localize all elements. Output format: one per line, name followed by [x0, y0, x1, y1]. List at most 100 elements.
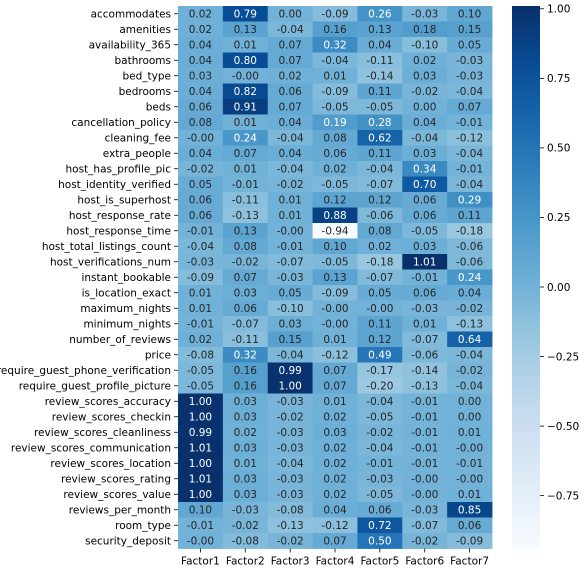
heatmap-cell [267, 393, 313, 410]
row-label: cleaning_fee [105, 133, 171, 145]
heatmap-cell [402, 192, 448, 208]
cell-value-label: 0.10 [458, 9, 481, 21]
cell-value-label: -0.00 [456, 474, 483, 486]
heatmap-cell [402, 68, 448, 84]
row-label: availability_365 [89, 40, 171, 52]
cell-value-label: 0.07 [234, 148, 257, 160]
cell-value-label: -0.02 [411, 536, 438, 548]
heatmap-cells: 0.02 0.79 0.00 -0.09 0.26 -0.03 0.10 0.02 0.13 -0… [178, 6, 493, 549]
cell-value-label: 0.01 [189, 303, 212, 315]
heatmap-cell [267, 254, 313, 270]
heatmap-cell [222, 238, 269, 255]
cell-value-label: 0.05 [368, 288, 391, 300]
cell-value-label: -0.07 [366, 179, 393, 191]
cell-value-label: 0.01 [278, 195, 301, 207]
cell-value-label: 0.06 [323, 148, 347, 160]
cell-value-label: 0.06 [413, 195, 437, 207]
cell-value-label: 0.04 [413, 117, 437, 129]
cell-value-label: 1.00 [189, 458, 212, 470]
heatmap-cell [222, 502, 269, 518]
cell-value-label: 0.29 [458, 195, 481, 207]
cell-value-label: 1.01 [413, 257, 436, 269]
heatmap-cell [402, 176, 448, 193]
heatmap-cell [178, 161, 224, 177]
cell-value-label: 0.06 [278, 86, 302, 98]
row-label: host_is_superhost [77, 195, 171, 207]
cell-value-label: 0.79 [234, 9, 257, 21]
cell-value-label: -0.11 [232, 195, 259, 207]
heatmap-cell [267, 238, 313, 255]
heatmap-cell [222, 347, 269, 363]
heatmap-cell [178, 517, 224, 534]
cell-value-label: -0.04 [187, 241, 214, 253]
cell-value-label: 0.05 [458, 40, 481, 52]
heatmap-cell [357, 440, 403, 456]
cell-value-label: 0.12 [368, 195, 391, 207]
cell-value-label: 0.02 [189, 334, 212, 346]
cell-value-label: -0.02 [187, 164, 214, 176]
cell-value-label: -0.03 [277, 489, 304, 501]
cell-value-label: 0.16 [234, 365, 258, 377]
row-label: room_type [115, 520, 171, 532]
cell-value-label: 0.01 [323, 396, 346, 408]
heatmap-cell [222, 176, 269, 193]
row-label: beds [146, 102, 171, 114]
heatmap-cell [222, 300, 269, 317]
heatmap-cell [357, 99, 403, 115]
cell-value-label: -0.02 [456, 303, 483, 315]
cell-value-label: 0.01 [323, 334, 346, 346]
heatmap-cell [267, 161, 313, 177]
heatmap-cell [178, 114, 224, 131]
heatmap-cell [312, 6, 358, 22]
cell-value-label: 1.00 [189, 412, 212, 424]
cell-value-label: 0.03 [234, 489, 257, 501]
cell-value-label: -0.00 [187, 133, 214, 145]
cell-value-label: 0.06 [413, 210, 437, 222]
cell-value-label: 0.06 [189, 210, 213, 222]
cell-value-label: -0.00 [411, 489, 438, 501]
cell-value-label: -0.01 [232, 179, 259, 191]
heatmap-cell [447, 176, 493, 193]
cell-value-label: 0.07 [323, 365, 346, 377]
cell-value-label: -0.02 [277, 536, 304, 548]
cell-value-label: -0.13 [232, 210, 259, 222]
heatmap-cell [312, 145, 358, 162]
heatmap-cell [402, 130, 448, 146]
heatmap-cell [447, 238, 493, 255]
cell-value-label: -0.01 [187, 520, 214, 532]
heatmap-cell [222, 393, 269, 410]
cell-value-label: -0.03 [411, 303, 438, 315]
cell-value-label: 0.12 [323, 195, 346, 207]
heatmap-cell [447, 52, 493, 69]
row-label: bed_type [123, 71, 172, 83]
heatmap-cell [222, 37, 269, 53]
cell-value-label: -0.04 [366, 164, 393, 176]
heatmap-cell [267, 145, 313, 162]
heatmap-cell [447, 502, 493, 518]
row-label: host_has_profile_pic [66, 164, 172, 176]
cell-value-label: 0.00 [458, 396, 481, 408]
heatmap-cell [357, 471, 403, 487]
cell-value-label: 0.00 [278, 9, 301, 21]
heatmap-cell [178, 378, 224, 394]
heatmap-cell [402, 254, 448, 270]
cell-value-label: -0.01 [411, 412, 438, 424]
cell-value-label: 0.91 [234, 102, 257, 114]
cell-value-label: 0.07 [278, 55, 301, 67]
cell-value-label: -0.00 [187, 536, 214, 548]
heatmap-cell [357, 161, 403, 177]
heatmap-cell [222, 269, 269, 286]
cell-value-label: 0.04 [278, 148, 302, 160]
heatmap-cell [178, 424, 224, 441]
heatmap-cell [402, 161, 448, 177]
heatmap-cell [178, 192, 224, 208]
heatmap-cell [267, 471, 313, 487]
heatmap-cell [267, 83, 313, 100]
cell-value-label: 0.02 [234, 427, 257, 439]
heatmap-cell [222, 424, 269, 441]
cell-value-label: -0.94 [321, 226, 348, 238]
cell-value-label: -0.05 [321, 179, 348, 191]
heatmap-cell [222, 254, 269, 270]
cell-value-label: 0.03 [234, 412, 257, 424]
heatmap-cell [357, 424, 403, 441]
